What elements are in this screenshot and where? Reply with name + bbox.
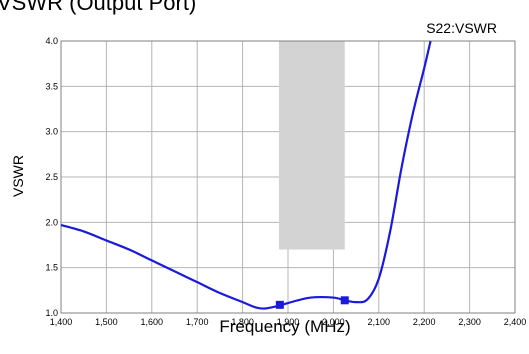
chart-title: VSWR (Output Port): [0, 0, 196, 15]
y-tick-label: 2.5: [45, 172, 58, 182]
x-tick-label: 1,800: [231, 317, 254, 327]
x-tick-label: 1,600: [141, 317, 164, 327]
y-axis-label: VSWR: [10, 155, 26, 197]
y-tick-label: 1.5: [45, 263, 58, 273]
x-tick-label: 1,500: [95, 317, 118, 327]
y-tick-label: 4.0: [45, 36, 58, 46]
series-label: S22:VSWR: [426, 20, 497, 36]
y-tick-labels: 1.0 1.5 2.0 2.5 3.0 3.5 4.0: [45, 36, 58, 318]
x-tick-label: 2,000: [322, 317, 345, 327]
y-tick-label: 1.0: [45, 308, 58, 318]
x-tick-label: 2,400: [504, 317, 527, 327]
x-tick-label: 1,900: [277, 317, 300, 327]
x-axis-label: Frequency (MHz): [219, 317, 350, 336]
x-tick-label: 2,300: [458, 317, 481, 327]
data-marker: [340, 296, 349, 305]
y-tick-label: 3.0: [45, 127, 58, 137]
shaded-band: [278, 41, 345, 250]
marker-group: [275, 296, 349, 309]
x-tick-label: 1,700: [186, 317, 209, 327]
data-marker: [275, 300, 284, 309]
y-tick-label: 3.5: [45, 81, 58, 91]
x-tick-label: 2,100: [368, 317, 391, 327]
x-tick-label: 1,400: [50, 317, 73, 327]
plot-frame: [60, 40, 516, 314]
y-tick-label: 2.0: [45, 217, 58, 227]
x-tick-labels: 1,400 1,500 1,600 1,700 1,800 1,900 2,000 2,100…: [50, 317, 527, 327]
x-tick-label: 2,200: [413, 317, 436, 327]
